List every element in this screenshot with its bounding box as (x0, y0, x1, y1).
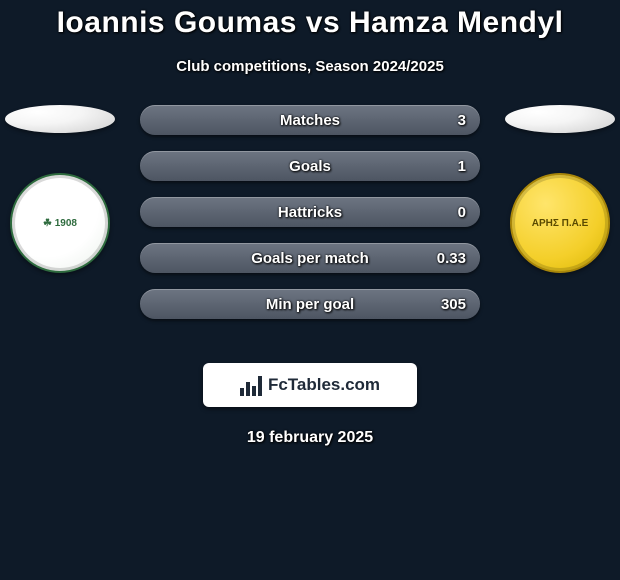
stat-right-value: 0 (458, 197, 466, 227)
stat-row-min-per-goal: Min per goal 305 (140, 289, 480, 319)
stat-right-value: 305 (441, 289, 466, 319)
comparison-card: Ioannis Goumas vs Hamza Mendyl Club comp… (0, 0, 620, 580)
player-left-column: ☘ 1908 (0, 105, 120, 273)
stat-label: Min per goal (140, 289, 480, 319)
panathinaikos-badge: ☘ 1908 (10, 173, 110, 273)
brand-text: FcTables.com (268, 375, 380, 395)
stat-row-matches: Matches 3 (140, 105, 480, 135)
stat-row-goals-per-match: Goals per match 0.33 (140, 243, 480, 273)
stat-bars: Matches 3 Goals 1 Hattricks 0 Goals per … (140, 105, 480, 319)
stat-label: Hattricks (140, 197, 480, 227)
stat-right-value: 0.33 (437, 243, 466, 273)
page-subtitle: Club competitions, Season 2024/2025 (0, 58, 620, 75)
stat-label: Goals (140, 151, 480, 181)
bar-chart-icon (240, 374, 262, 396)
player-right-column: ΑΡΗΣ Π.Α.Ε (500, 105, 620, 273)
aris-badge: ΑΡΗΣ Π.Α.Ε (510, 173, 610, 273)
stat-label: Matches (140, 105, 480, 135)
stat-row-hattricks: Hattricks 0 (140, 197, 480, 227)
player-right-silhouette (505, 105, 615, 133)
date-label: 19 february 2025 (0, 429, 620, 447)
stat-label: Goals per match (140, 243, 480, 273)
player-left-silhouette (5, 105, 115, 133)
club-badge-right-text: ΑΡΗΣ Π.Α.Ε (532, 218, 589, 229)
brand-box[interactable]: FcTables.com (203, 363, 417, 407)
stat-right-value: 1 (458, 151, 466, 181)
comparison-area: ☘ 1908 ΑΡΗΣ Π.Α.Ε Matches 3 Goals 1 Hatt (0, 105, 620, 335)
stat-row-goals: Goals 1 (140, 151, 480, 181)
club-badge-left-text: ☘ 1908 (43, 218, 77, 229)
stat-right-value: 3 (458, 105, 466, 135)
page-title: Ioannis Goumas vs Hamza Mendyl (0, 0, 620, 40)
